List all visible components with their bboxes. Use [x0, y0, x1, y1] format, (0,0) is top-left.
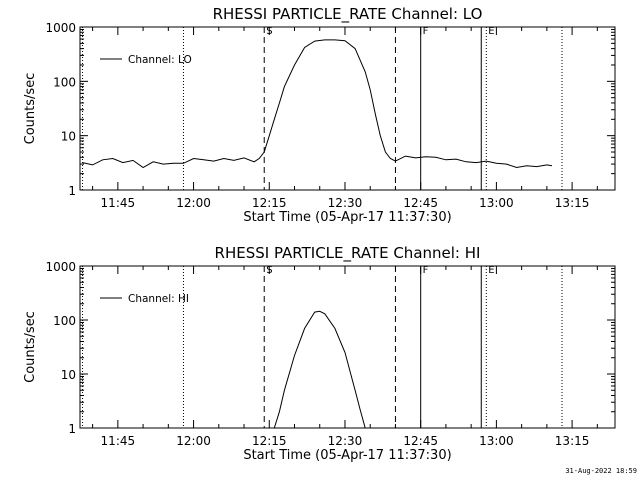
- series-line: [82, 39, 552, 169]
- x-tick-label: 12:15: [252, 434, 287, 448]
- y-axis-label: Counts/sec: [23, 73, 38, 145]
- chart-panel-1: RHESSI PARTICLE_RATE Channel: LO 1 10 100 10…: [23, 5, 616, 225]
- y-axis-label: Counts/sec: [23, 311, 38, 383]
- x-tick-label: 11:45: [101, 196, 136, 210]
- y-tick-label: 1000: [45, 21, 76, 35]
- legend-label: Channel: LO: [128, 54, 192, 66]
- x-tick-label: 12:30: [328, 434, 363, 448]
- chart-panel-2: RHESSI PARTICLE_RATE Channel: HI 1 10 100 10…: [23, 244, 616, 463]
- marker-label-E: E: [488, 26, 494, 37]
- marker-label-S: S: [266, 265, 272, 276]
- y-tick-label: 1: [68, 422, 76, 436]
- y-tick-label: 10: [61, 130, 76, 144]
- legend-label: Channel: HI: [128, 293, 189, 305]
- x-tick-label: 12:30: [328, 196, 363, 210]
- x-axis-label: Start Time (05-Apr-17 11:37:30): [243, 210, 451, 225]
- x-tick-label: 13:15: [555, 196, 590, 210]
- x-tick-label: 13:15: [555, 434, 590, 448]
- chart-title: RHESSI PARTICLE_RATE Channel: HI: [215, 244, 481, 263]
- plot-frame: [79, 26, 616, 191]
- x-tick-label: 12:00: [176, 196, 211, 210]
- chart-title: RHESSI PARTICLE_RATE Channel: LO: [213, 5, 483, 24]
- y-tick-label: 1: [68, 184, 76, 198]
- x-tick-label: 12:00: [176, 434, 211, 448]
- marker-label-F: F: [423, 26, 429, 37]
- y-tick-label: 10: [61, 368, 76, 382]
- x-tick-label: 13:00: [479, 196, 514, 210]
- x-axis-label: Start Time (05-Apr-17 11:37:30): [243, 448, 451, 463]
- x-tick-label: 13:00: [479, 434, 514, 448]
- x-tick-label: 12:45: [403, 434, 438, 448]
- x-tick-label: 12:45: [403, 196, 438, 210]
- footer-timestamp: 31-Aug-2022 18:59: [565, 467, 637, 475]
- marker-label-F: F: [423, 265, 429, 276]
- series-line: [273, 310, 366, 428]
- x-tick-label: 12:15: [252, 196, 287, 210]
- y-tick-label: 1000: [45, 260, 76, 274]
- y-tick-label: 100: [53, 314, 76, 328]
- marker-label-S: S: [266, 26, 272, 37]
- marker-label-E: E: [488, 265, 494, 276]
- plot-frame: [79, 265, 616, 429]
- x-tick-label: 11:45: [101, 434, 136, 448]
- y-tick-label: 100: [53, 75, 76, 89]
